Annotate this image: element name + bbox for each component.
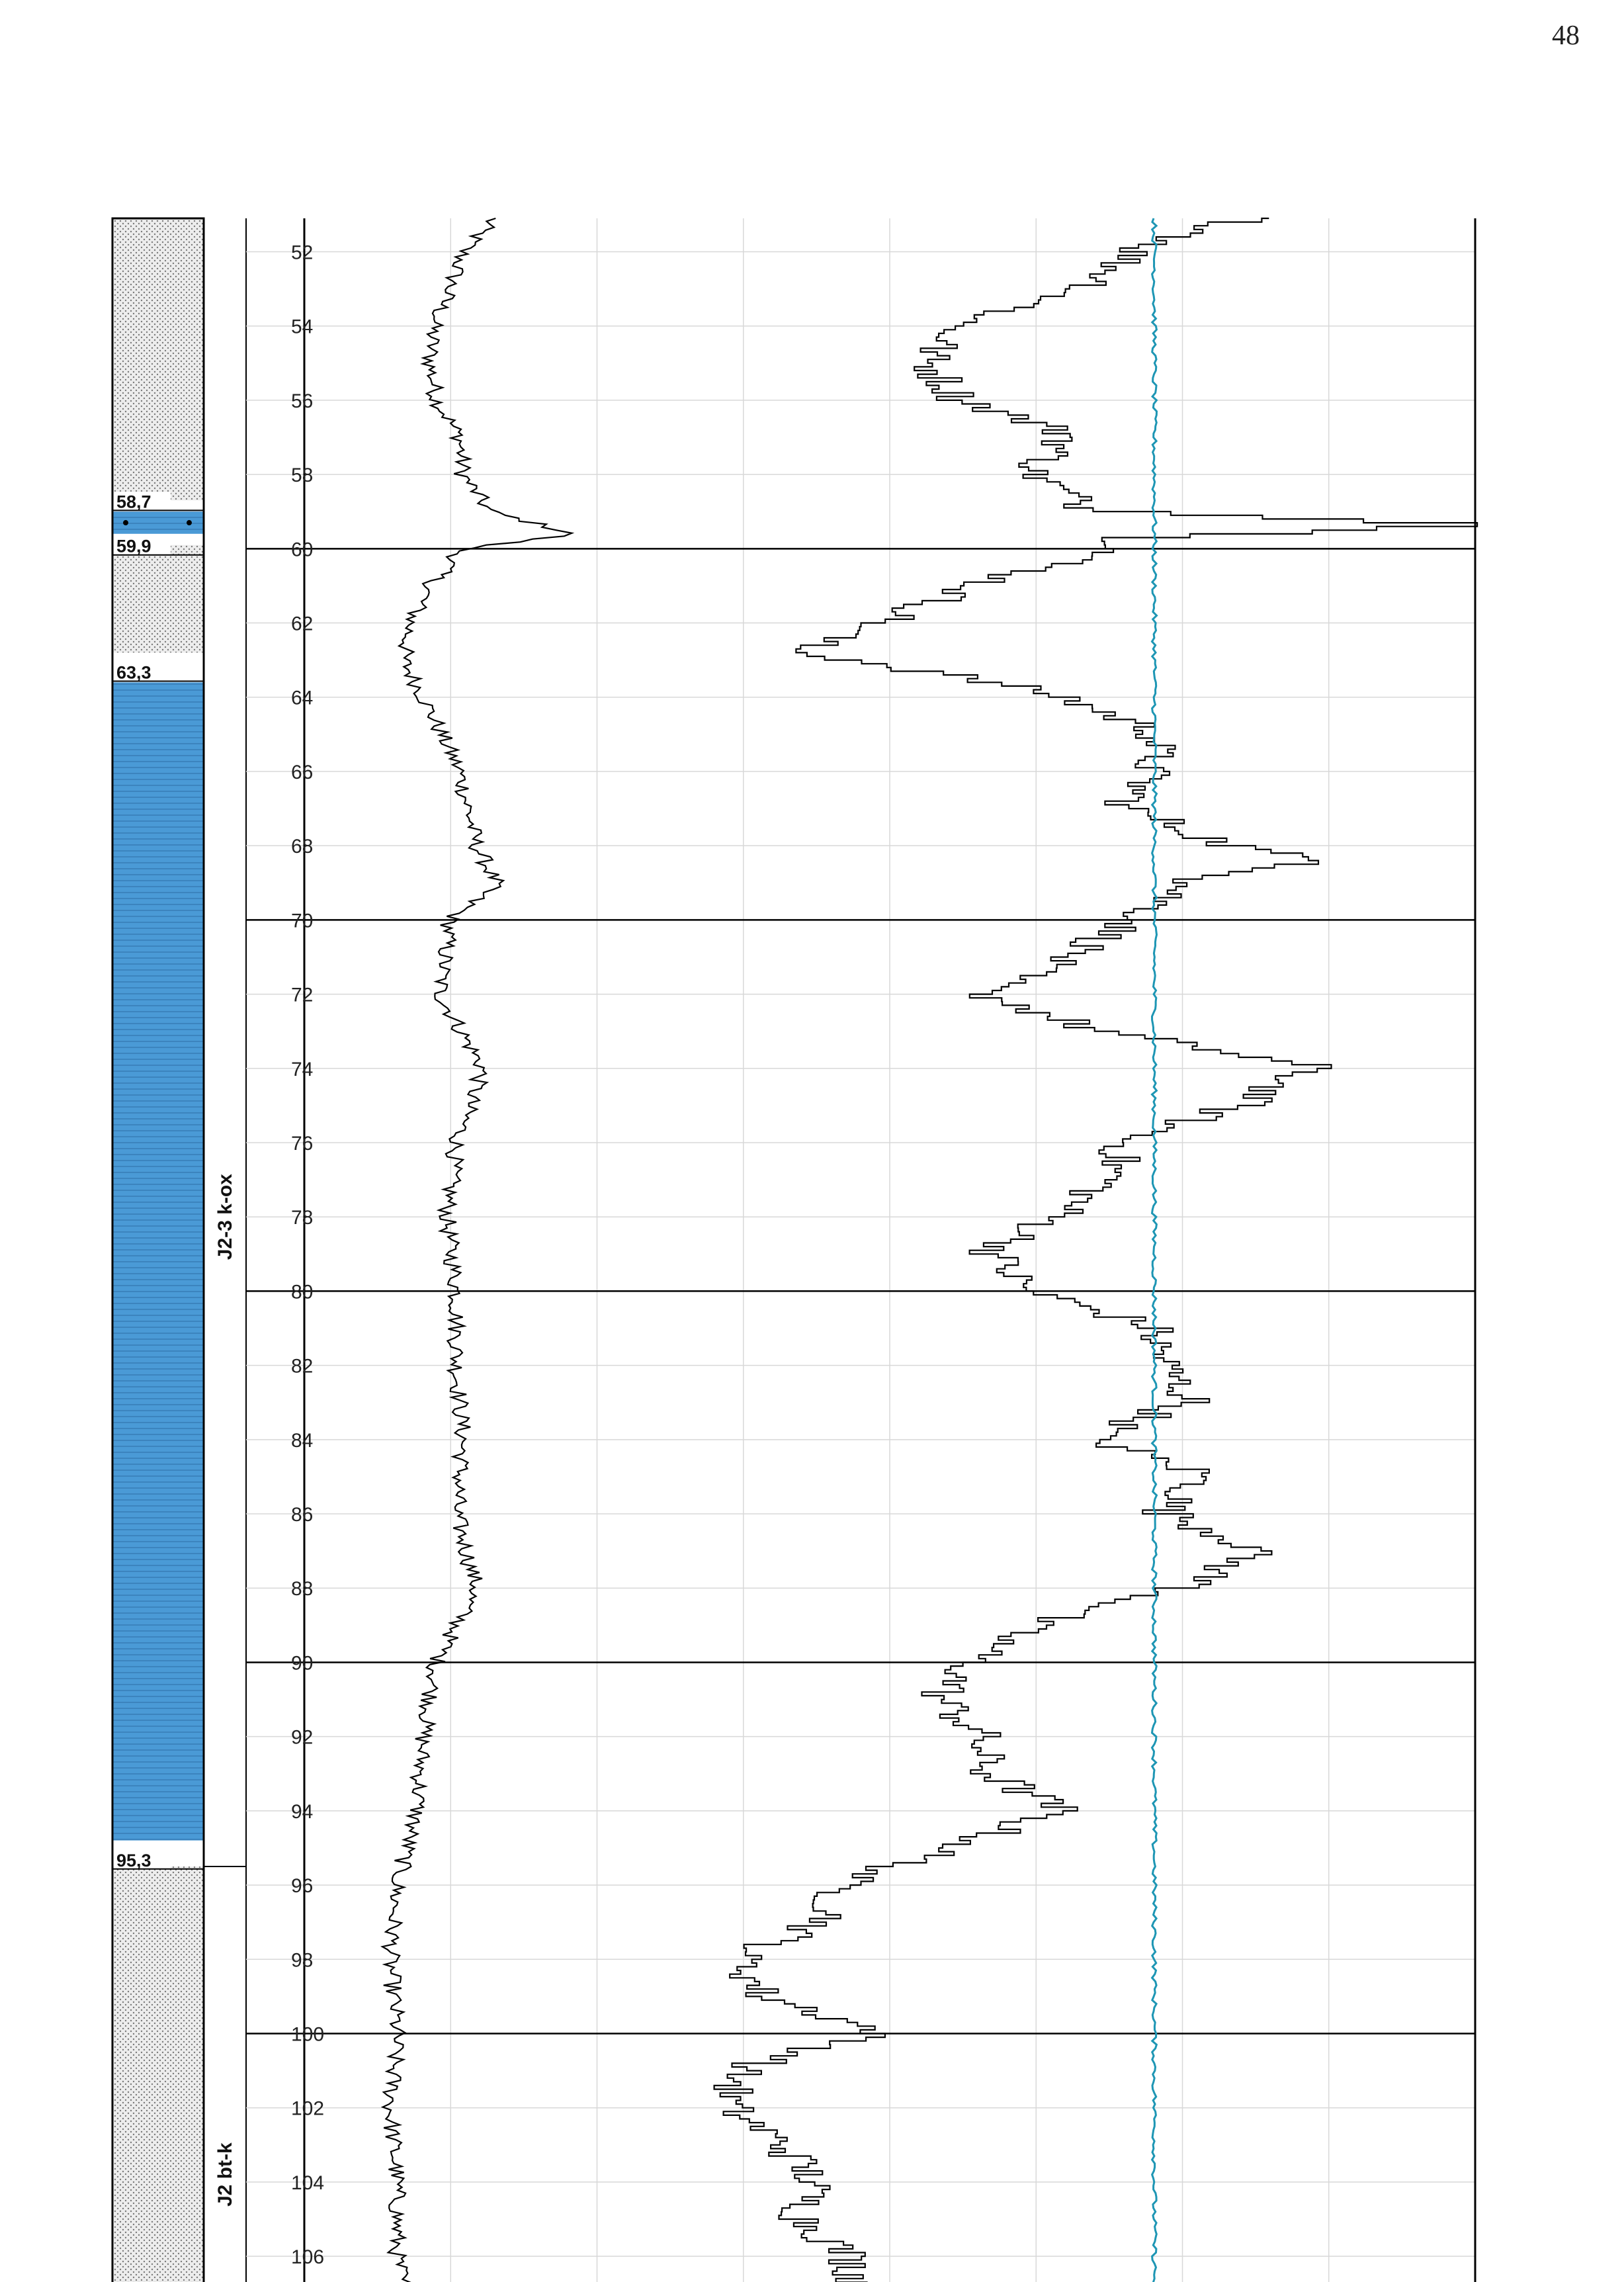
lithology-frame bbox=[111, 217, 205, 2282]
depth-marker-box bbox=[114, 662, 171, 681]
depth-marker-box bbox=[114, 536, 171, 555]
depth-tick-label: 86 bbox=[291, 1504, 313, 1526]
log-curve-2 bbox=[713, 217, 1478, 2282]
depth-tick-label: 84 bbox=[291, 1430, 313, 1452]
depth-tick-label: 74 bbox=[291, 1059, 313, 1080]
depth-tick-label: 102 bbox=[291, 2098, 324, 2120]
log-grid bbox=[246, 218, 1476, 2282]
depth-tick-label: 96 bbox=[291, 1875, 313, 1897]
depth-marker-box bbox=[114, 492, 171, 511]
lithology-interval-sandstone bbox=[112, 1866, 204, 2282]
lithology-symbol bbox=[187, 520, 192, 526]
depth-tick-label: 72 bbox=[291, 985, 313, 1006]
depth-tick-label: 60 bbox=[291, 539, 313, 560]
depth-tick-label: 64 bbox=[291, 687, 313, 709]
lithology-interval-clay bbox=[112, 682, 204, 1841]
depth-tick-label: 62 bbox=[291, 613, 313, 635]
depth-axis: 52 54 56 58 60 62 64 66 68 70 72 74 76 78 80 82 84 86 88 90… bbox=[291, 241, 324, 2268]
depth-tick-label: 76 bbox=[291, 1133, 313, 1155]
depth-tick-label: 78 bbox=[291, 1207, 313, 1229]
depth-tick-label: 104 bbox=[291, 2172, 324, 2194]
depth-tick-label: 56 bbox=[291, 390, 313, 412]
page-number: 48 bbox=[1552, 21, 1580, 51]
log-curve-1 bbox=[380, 217, 575, 2282]
lithology-symbol bbox=[123, 520, 128, 526]
depth-marker-label: 59,9 bbox=[116, 537, 151, 556]
depth-tick-label: 54 bbox=[291, 316, 313, 338]
depth-tick-label: 98 bbox=[291, 1949, 313, 1971]
depth-tick-label: 90 bbox=[291, 1652, 313, 1674]
lithology-interval-sandstone bbox=[112, 545, 204, 653]
depth-tick-label: 106 bbox=[291, 2246, 324, 2268]
depth-tick-label: 92 bbox=[291, 1727, 313, 1749]
depth-tick-label: 58 bbox=[291, 464, 313, 486]
depth-tick-label: 100 bbox=[291, 2023, 324, 2045]
depth-tick-label: 82 bbox=[291, 1356, 313, 1378]
depth-tick-label: 80 bbox=[291, 1281, 313, 1303]
depth-marker-label: 95,3 bbox=[116, 1851, 151, 1870]
depth-tick-label: 94 bbox=[291, 1801, 313, 1823]
depth-tick-label: 68 bbox=[291, 836, 313, 857]
depth-tick-label: 70 bbox=[291, 910, 313, 932]
strat-unit-label: J2 bt-k bbox=[214, 2142, 236, 2207]
lithology-column: 58,7 59,9 63,3 95,3 bbox=[111, 217, 205, 2282]
depth-tick-label: 52 bbox=[291, 241, 313, 263]
depth-tick-label: 88 bbox=[291, 1578, 313, 1600]
stratigraphy-column: J2-3 k-ox J2 bt-k bbox=[204, 218, 247, 2282]
lithology-interval-sandstone bbox=[112, 218, 204, 501]
depth-marker-label: 58,7 bbox=[116, 492, 151, 511]
log-curves bbox=[380, 217, 1478, 2282]
log-curve-3 bbox=[1150, 218, 1158, 2282]
depth-marker-label: 63,3 bbox=[116, 662, 151, 682]
strat-unit-label: J2-3 k-ox bbox=[214, 1174, 236, 1260]
depth-marker-box bbox=[114, 1850, 171, 1869]
depth-tick-label: 66 bbox=[291, 762, 313, 783]
